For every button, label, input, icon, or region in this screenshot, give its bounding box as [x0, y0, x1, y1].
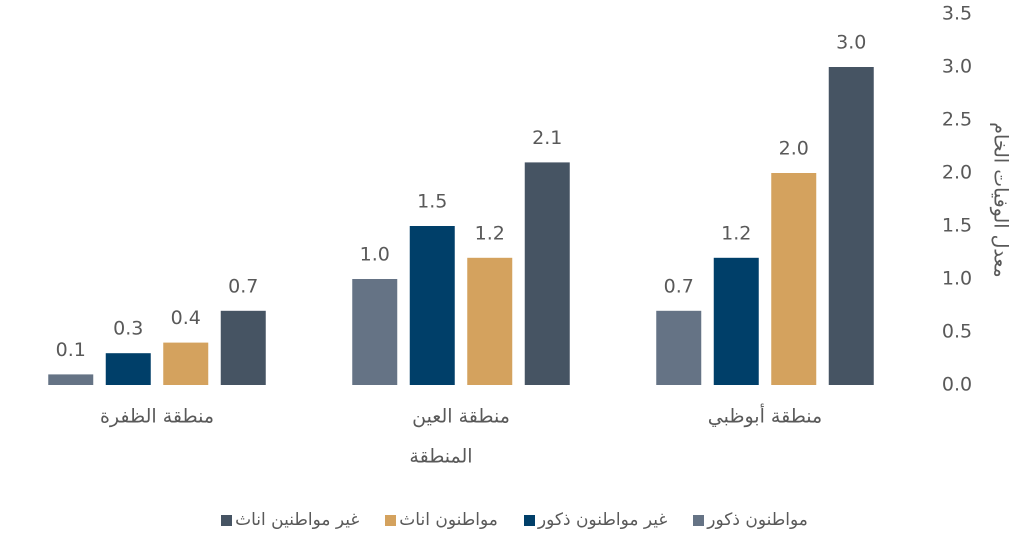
legend-swatch: [523, 514, 535, 526]
value-label: 2.1: [532, 127, 562, 149]
bar: [713, 257, 759, 385]
bar: [220, 310, 266, 385]
legend: مواطنون ذكور غير مواطنون ذكور مواطنون اناث…: [0, 510, 1029, 530]
legend-label: غير مواطنون ذكور: [537, 510, 668, 530]
value-label: 0.7: [664, 275, 694, 297]
value-label: 0.4: [171, 307, 201, 329]
y-tick-label: 3.0: [942, 56, 972, 78]
legend-item: غير مواطنون ذكور: [523, 510, 668, 530]
value-label: 3.0: [836, 32, 866, 54]
y-tick-label: 2.5: [942, 109, 972, 131]
x-tick-label: منطقة أبوظبي: [708, 404, 822, 428]
y-tick-label: 0.5: [942, 321, 972, 343]
value-label: 0.3: [113, 318, 143, 340]
value-label: 1.2: [475, 222, 505, 244]
bar: [656, 310, 702, 385]
value-label: 2.0: [779, 138, 809, 160]
value-label: 1.2: [721, 222, 751, 244]
bar: [163, 342, 209, 385]
y-tick-label: 2.0: [942, 162, 972, 184]
legend-swatch: [693, 514, 705, 526]
y-tick-label: 1.5: [942, 215, 972, 237]
bar: [828, 67, 874, 385]
bar: [771, 173, 817, 385]
value-label: 1.5: [417, 191, 447, 213]
legend-label: مواطنون ذكور: [707, 510, 808, 530]
x-tick-label: منطقة الظفرة: [100, 406, 214, 428]
value-label: 0.1: [56, 339, 86, 361]
x-axis-title: المنطقة: [409, 446, 472, 468]
bar: [467, 257, 513, 385]
legend-label: مواطنون اناث: [399, 510, 498, 530]
value-label: 0.7: [228, 275, 258, 297]
y-axis-title: معدل الوفيات الخام: [990, 122, 1012, 277]
y-tick-label: 1.0: [942, 268, 972, 290]
legend-swatch: [221, 514, 233, 526]
value-label: 1.0: [360, 244, 390, 266]
y-tick-label: 0.0: [942, 374, 972, 396]
legend-label: غير مواطنين اناث: [235, 510, 360, 530]
bar: [409, 226, 455, 385]
x-tick-label: منطقة العين: [412, 406, 510, 428]
legend-swatch: [385, 514, 397, 526]
legend-item: غير مواطنين اناث: [221, 510, 359, 530]
legend-item: مواطنون اناث: [385, 510, 498, 530]
bar: [352, 279, 398, 385]
y-tick-label: 3.5: [942, 3, 972, 25]
bar: [524, 162, 570, 385]
legend-item: مواطنون ذكور: [693, 510, 808, 530]
bar: [105, 353, 151, 385]
bar: [48, 374, 94, 385]
